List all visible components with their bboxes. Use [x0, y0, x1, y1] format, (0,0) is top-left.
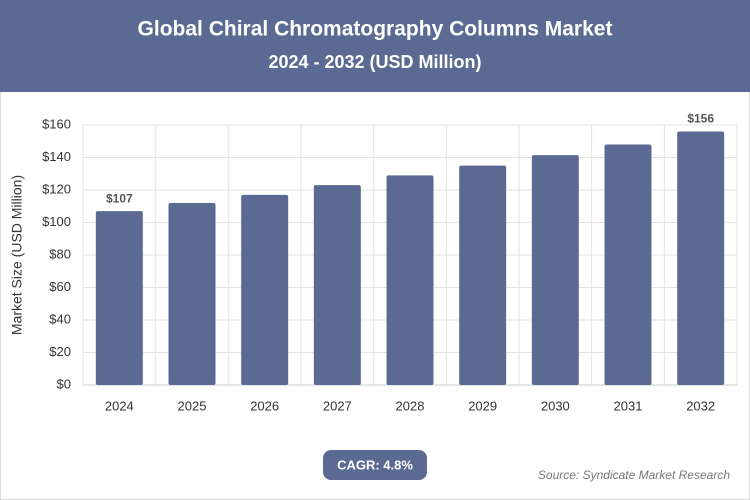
x-tick-label: 2024 [105, 398, 134, 413]
bar [604, 144, 652, 385]
y-tick-label: $80 [49, 246, 71, 261]
bar [313, 185, 361, 385]
data-label: $156 [687, 112, 714, 126]
y-tick-label: $160 [42, 116, 71, 131]
y-tick-label: $100 [42, 214, 71, 229]
x-tick-label: 2027 [323, 398, 352, 413]
bar [386, 175, 434, 385]
bar [531, 155, 579, 385]
cagr-text: CAGR: 4.8% [337, 457, 413, 472]
y-tick-label: $20 [49, 344, 71, 359]
header [0, 0, 750, 92]
y-tick-label: $60 [49, 279, 71, 294]
x-tick-label: 2031 [614, 398, 643, 413]
bar [677, 131, 725, 385]
source: Source: Syndicate Market Research [538, 468, 730, 482]
y-tick-label: $0 [57, 376, 71, 391]
x-tick-label: 2032 [686, 398, 715, 413]
bar [459, 165, 507, 385]
y-tick-label: $40 [49, 311, 71, 326]
bar [168, 203, 216, 385]
x-tick-label: 2029 [468, 398, 497, 413]
x-tick-label: 2026 [250, 398, 279, 413]
cagr-badge [323, 450, 427, 480]
bar [241, 194, 289, 385]
y-axis-label: Market Size (USD Million) [9, 175, 25, 335]
x-tick-label: 2028 [396, 398, 425, 413]
x-tick-label: 2025 [178, 398, 207, 413]
data-label: $107 [106, 191, 133, 205]
chart-title: Global Chiral Chromatography Columns Mar… [138, 18, 613, 41]
y-tick-label: $120 [42, 181, 71, 196]
x-tick-label: 2030 [541, 398, 570, 413]
bar [95, 211, 143, 385]
y-tick-label: $140 [42, 149, 71, 164]
chart-subtitle: 2024 - 2032 (USD Million) [268, 52, 481, 72]
